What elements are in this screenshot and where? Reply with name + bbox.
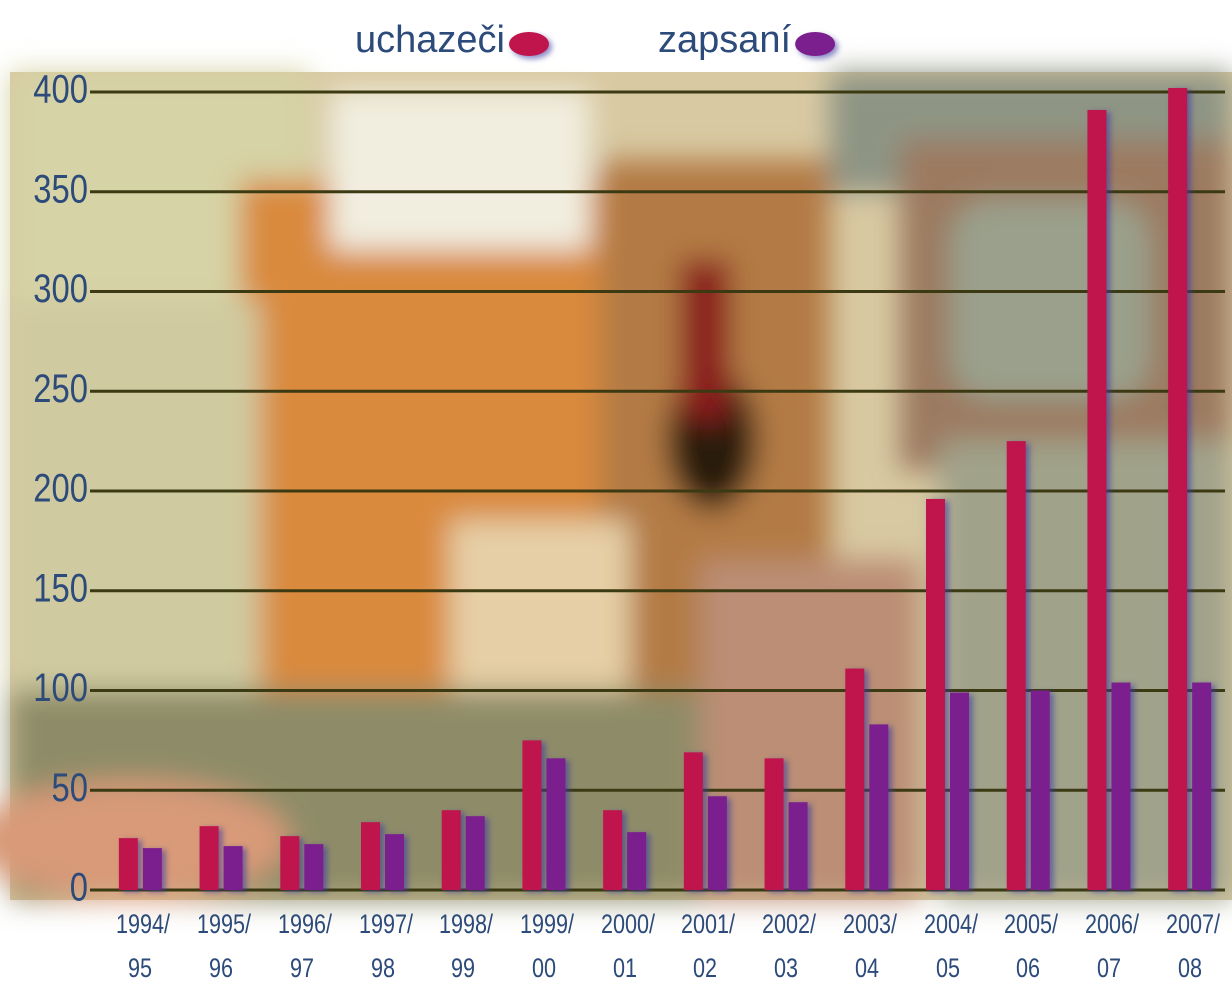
bar [142,848,162,890]
bar [603,810,623,890]
y-tick-label: 100 [33,665,88,710]
bar [223,846,243,890]
x-tick-label: 1995/ 96 [197,909,252,983]
x-tick-label: 2007/ 08 [1165,909,1220,983]
bar [845,668,865,890]
y-tick-label: 150 [33,565,88,610]
bar [522,740,542,890]
bar [869,724,889,890]
x-tick-label: 1996/ 97 [277,909,332,983]
bar [118,838,138,890]
legend-label: zapsaní [658,19,792,61]
bar [465,816,485,890]
bar [546,758,566,890]
y-tick-label: 250 [33,366,88,411]
legend-swatch [795,32,836,56]
bar [304,844,324,890]
legend-swatch [508,32,549,56]
bar [764,758,784,890]
legend-label: uchazeči [355,19,505,61]
bar [926,498,945,890]
bar [199,826,219,890]
y-tick-label: 0 [70,864,88,909]
bar [627,832,647,890]
y-tick-label: 300 [33,266,88,311]
x-tick-label: 2004/ 05 [923,909,978,983]
x-tick-label: 1999/ 00 [519,909,574,983]
x-tick-label: 1998/ 99 [439,909,494,983]
bar [280,836,300,890]
bar [1030,690,1050,890]
x-tick-label: 2006/ 07 [1084,909,1139,983]
y-tick-label: 400 [33,66,88,111]
x-tick-label: 2003/ 04 [842,909,897,983]
bar [683,752,703,890]
y-tick-label: 200 [33,465,88,510]
bar [1087,109,1107,890]
bar [385,834,404,890]
bar [361,822,380,890]
bar [441,810,461,890]
bar [707,796,727,890]
x-tick-label: 2001/ 02 [681,909,736,983]
x-tick-label: 2005/ 06 [1004,909,1059,983]
bar [1111,682,1131,890]
x-tick-label: 1994/ 95 [116,909,171,983]
bar [950,692,969,890]
y-tick-label: 350 [33,166,88,211]
x-tick-label: 2002/ 03 [762,909,817,983]
bar [788,802,808,890]
x-tick-label: 2000/ 01 [600,909,655,983]
x-tick-label: 1997/ 98 [358,909,413,983]
bar [1168,88,1188,890]
y-tick-label: 50 [52,765,88,810]
bar [1192,682,1212,890]
legend: uchazeči zapsaní [355,19,836,61]
bar [1006,441,1026,890]
